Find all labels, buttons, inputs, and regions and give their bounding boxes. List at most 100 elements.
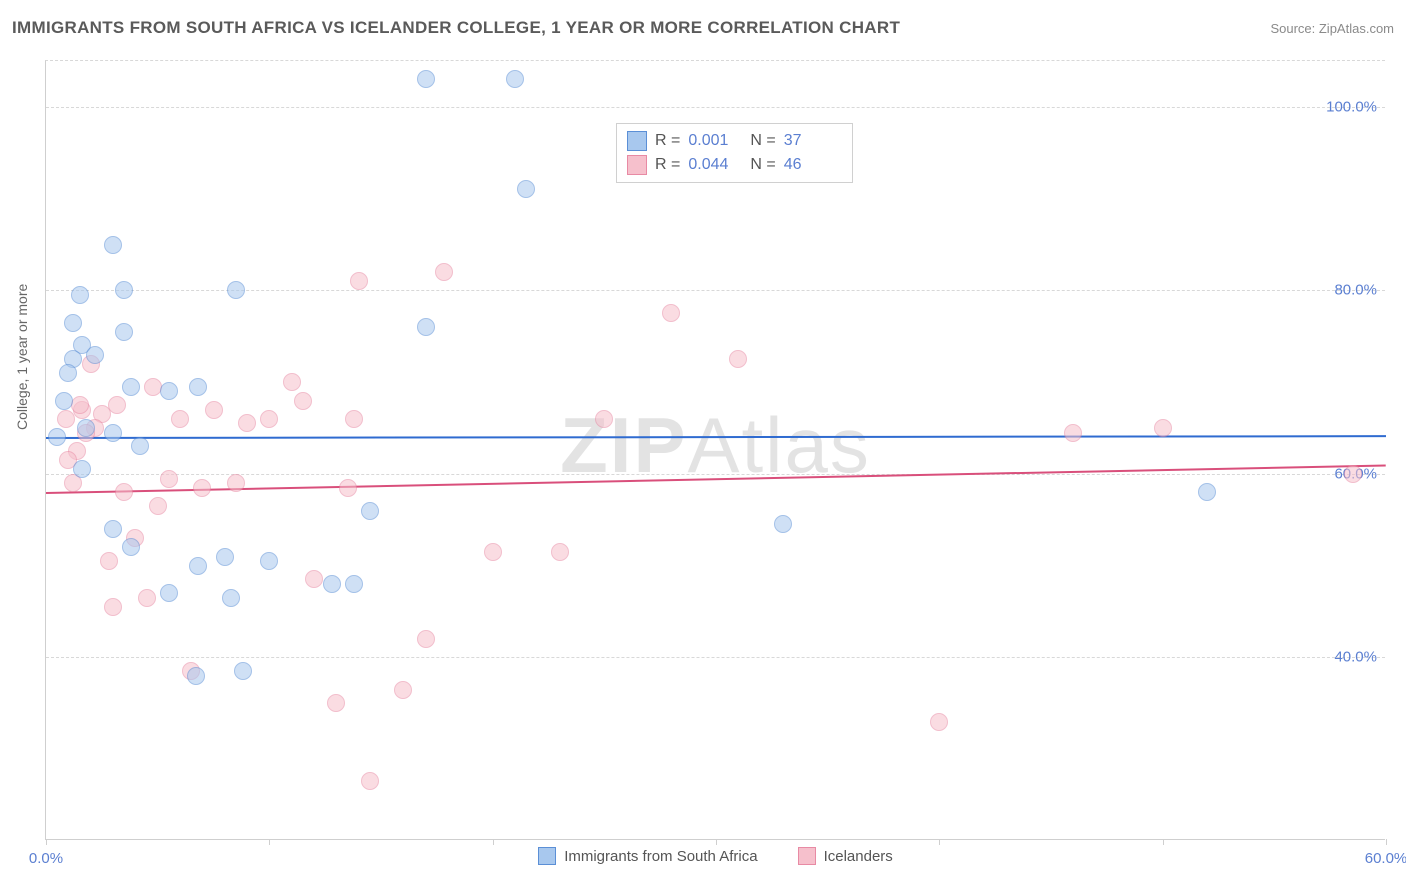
data-point	[595, 410, 613, 428]
data-point	[394, 681, 412, 699]
data-point	[517, 180, 535, 198]
data-point	[238, 414, 256, 432]
data-point	[294, 392, 312, 410]
data-point	[122, 378, 140, 396]
data-point	[1064, 424, 1082, 442]
data-point	[138, 589, 156, 607]
x-tick-label: 60.0%	[1365, 850, 1406, 867]
gridline	[46, 290, 1385, 291]
data-point	[189, 557, 207, 575]
legend-bottom-label-0: Immigrants from South Africa	[564, 848, 757, 865]
data-point	[73, 460, 91, 478]
data-point	[86, 346, 104, 364]
x-tick	[46, 839, 47, 845]
data-point	[55, 392, 73, 410]
trendline	[46, 435, 1386, 439]
data-point	[160, 584, 178, 602]
gridline	[46, 107, 1385, 108]
swatch-series-0	[627, 131, 647, 151]
legend-row-series-0: R = 0.001 N = 37	[627, 129, 838, 153]
data-point	[930, 713, 948, 731]
swatch-bottom-1	[798, 847, 816, 865]
data-point	[222, 589, 240, 607]
data-point	[160, 382, 178, 400]
data-point	[506, 70, 524, 88]
data-point	[108, 396, 126, 414]
data-point	[283, 373, 301, 391]
data-point	[115, 323, 133, 341]
data-point	[77, 419, 95, 437]
data-point	[260, 410, 278, 428]
x-tick	[269, 839, 270, 845]
swatch-bottom-0	[538, 847, 556, 865]
y-tick-label: 40.0%	[1334, 649, 1377, 666]
data-point	[193, 479, 211, 497]
swatch-series-1	[627, 155, 647, 175]
data-point	[1154, 419, 1172, 437]
data-point	[339, 479, 357, 497]
data-point	[227, 281, 245, 299]
title-bar: IMMIGRANTS FROM SOUTH AFRICA VS ICELANDE…	[12, 18, 1394, 38]
data-point	[57, 410, 75, 428]
data-point	[327, 694, 345, 712]
data-point	[1198, 483, 1216, 501]
data-point	[484, 543, 502, 561]
data-point	[417, 318, 435, 336]
data-point	[774, 515, 792, 533]
data-point	[361, 772, 379, 790]
data-point	[323, 575, 341, 593]
x-tick	[493, 839, 494, 845]
r-value-1: 0.044	[688, 153, 742, 177]
n-value-0: 37	[784, 129, 838, 153]
data-point	[234, 662, 252, 680]
n-label-0: N =	[750, 129, 775, 153]
data-point	[345, 575, 363, 593]
data-point	[662, 304, 680, 322]
data-point	[115, 483, 133, 501]
data-point	[417, 70, 435, 88]
x-tick	[1386, 839, 1387, 845]
legend-bottom-item-1: Icelanders	[798, 847, 893, 865]
y-tick-label: 100.0%	[1326, 98, 1377, 115]
data-point	[729, 350, 747, 368]
data-point	[131, 437, 149, 455]
n-value-1: 46	[784, 153, 838, 177]
data-point	[59, 364, 77, 382]
data-point	[100, 552, 118, 570]
watermark-bold: ZIP	[560, 401, 687, 489]
data-point	[104, 520, 122, 538]
data-point	[104, 236, 122, 254]
gridline	[46, 474, 1385, 475]
data-point	[64, 314, 82, 332]
data-point	[305, 570, 323, 588]
data-point	[149, 497, 167, 515]
y-tick-label: 80.0%	[1334, 282, 1377, 299]
y-axis-label: College, 1 year or more	[14, 284, 30, 430]
data-point	[189, 378, 207, 396]
data-point	[71, 286, 89, 304]
data-point	[187, 667, 205, 685]
r-label-1: R =	[655, 153, 680, 177]
chart-title: IMMIGRANTS FROM SOUTH AFRICA VS ICELANDE…	[12, 18, 900, 38]
r-label-0: R =	[655, 129, 680, 153]
x-tick	[716, 839, 717, 845]
trendline	[46, 465, 1386, 495]
legend-correlation-box: R = 0.001 N = 37 R = 0.044 N = 46	[616, 123, 853, 183]
data-point	[361, 502, 379, 520]
legend-row-series-1: R = 0.044 N = 46	[627, 153, 838, 177]
data-point	[122, 538, 140, 556]
data-point	[350, 272, 368, 290]
x-tick	[1163, 839, 1164, 845]
data-point	[104, 598, 122, 616]
data-point	[160, 470, 178, 488]
data-point	[71, 396, 89, 414]
legend-bottom-item-0: Immigrants from South Africa	[538, 847, 757, 865]
data-point	[48, 428, 66, 446]
data-point	[345, 410, 363, 428]
data-point	[227, 474, 245, 492]
legend-bottom-label-1: Icelanders	[824, 848, 893, 865]
data-point	[115, 281, 133, 299]
x-tick-label: 0.0%	[29, 850, 63, 867]
gridline	[46, 657, 1385, 658]
data-point	[104, 424, 122, 442]
